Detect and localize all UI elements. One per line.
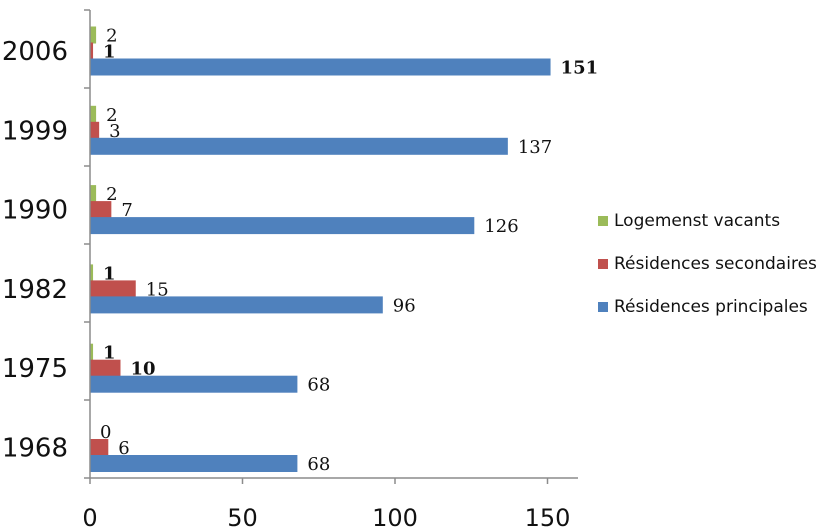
data-label-1999-2: 137: [518, 137, 552, 158]
data-label-1975-2: 68: [307, 375, 330, 396]
legend-label-1: Résidences secondaires: [614, 254, 817, 274]
legend-swatch-1: [598, 259, 608, 269]
x-tick-label-100: 100: [372, 504, 418, 532]
data-label-1968-0: 0: [100, 422, 111, 443]
data-label-1975-0: 1: [103, 343, 116, 364]
x-tick-label-50: 50: [227, 504, 258, 532]
data-label-1982-0: 1: [103, 263, 116, 284]
bars-layer: [90, 26, 551, 472]
legend-swatch-0: [598, 216, 608, 226]
legend-label-2: Résidences principales: [614, 297, 808, 317]
data-label-2006-0: 2: [106, 26, 117, 47]
bar-1999-2: [90, 137, 508, 155]
data-label-1982-2: 96: [393, 295, 416, 316]
category-label-1990: 1990: [2, 196, 68, 226]
data-label-1968-1: 6: [118, 438, 129, 459]
bar-1999-0: [90, 105, 97, 123]
bar-1975-0: [90, 343, 94, 361]
category-label-1975: 1975: [2, 354, 68, 384]
data-label-1968-2: 68: [307, 454, 330, 475]
bar-1975-2: [90, 375, 298, 393]
bar-1982-1: [90, 280, 136, 298]
bar-1982-2: [90, 296, 383, 314]
bar-1982-0: [90, 264, 94, 282]
axes-layer: 0 50 100 150: [82, 9, 578, 532]
category-label-1999: 1999: [2, 116, 68, 146]
bar-2006-1: [90, 42, 94, 60]
data-label-1990-1: 7: [121, 200, 132, 221]
data-label-2006-1: 1: [103, 42, 116, 63]
bar-1975-1: [90, 359, 121, 377]
legend-swatch-2: [598, 302, 608, 312]
data-labels-layer: 1968066819751106819821159619902712619992…: [2, 26, 598, 476]
category-label-2006: 2006: [2, 37, 68, 67]
bar-2006-0: [90, 26, 97, 44]
data-label-1990-2: 126: [484, 216, 518, 237]
data-label-1975-1: 10: [131, 359, 156, 380]
bar-1968-2: [90, 455, 298, 472]
legend: Logemenst vacants Résidences secondaires R…: [598, 211, 817, 317]
x-tick-label-0: 0: [82, 504, 97, 532]
data-label-1999-1: 3: [109, 121, 120, 142]
bar-1990-2: [90, 217, 475, 235]
bar-2006-2: [90, 58, 551, 76]
bar-1990-0: [90, 185, 97, 203]
bar-1999-1: [90, 121, 100, 139]
category-label-1982: 1982: [2, 275, 68, 305]
x-tick-label-150: 150: [525, 504, 571, 532]
category-label-1968: 1968: [2, 434, 68, 464]
bar-1990-1: [90, 201, 112, 219]
data-label-1982-1: 15: [146, 279, 169, 300]
data-label-1990-0: 2: [106, 184, 117, 205]
data-label-1999-0: 2: [106, 105, 117, 126]
legend-label-0: Logemenst vacants: [614, 211, 780, 231]
data-label-2006-2: 151: [561, 58, 599, 79]
bar-1968-1: [90, 439, 109, 456]
